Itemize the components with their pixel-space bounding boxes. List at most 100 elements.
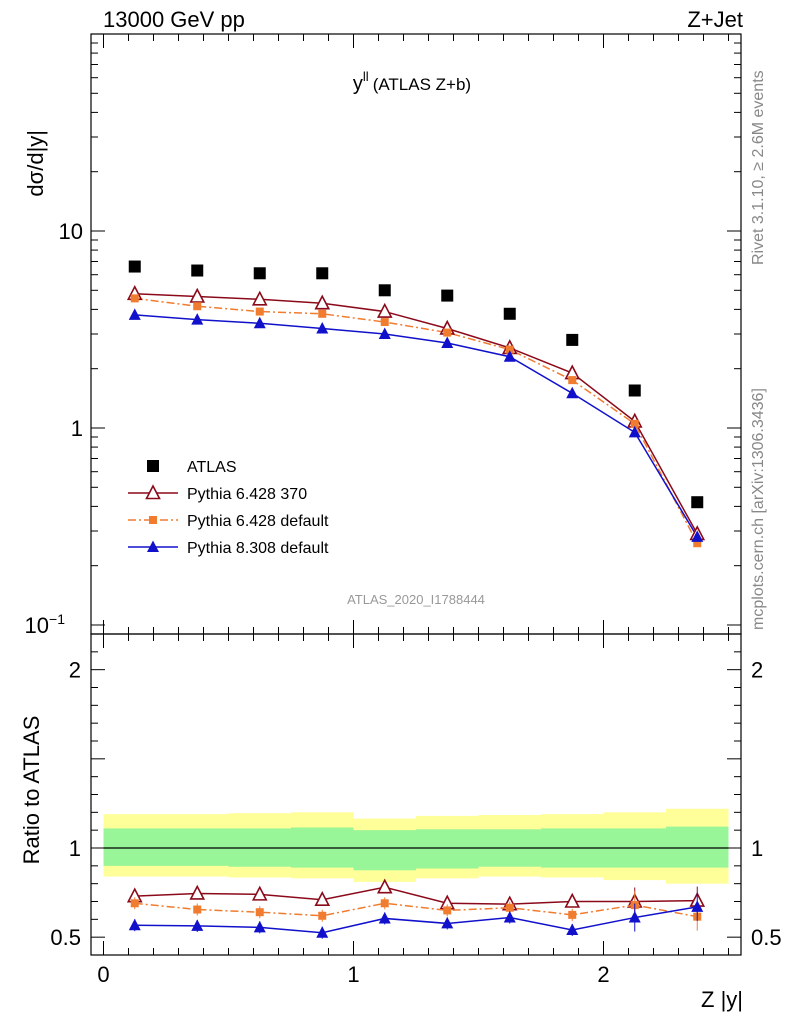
ratio-y-tick-label-left: 2 <box>69 658 81 683</box>
y-tick-label: 10 <box>59 219 83 244</box>
point-s0-8 <box>628 384 641 397</box>
xlabel: Z |y| <box>701 987 743 1012</box>
point-s2-4 <box>380 318 389 327</box>
ratio-point-1-3 <box>318 911 327 920</box>
legend-marker-3 <box>147 540 159 552</box>
lower-ylabel: Ratio to ATLAS <box>19 716 44 865</box>
upper-ylabel: dσ/d|y| <box>23 130 48 197</box>
upper-axes: 10 1 10−1 <box>25 33 742 638</box>
point-s3-2 <box>253 316 266 329</box>
ratio-point-1-7 <box>568 910 577 919</box>
legend-label-3: Pythia 8.308 default <box>187 540 329 557</box>
ratio-point-2-7 <box>566 923 579 936</box>
ratio-band-inner <box>166 828 229 866</box>
point-s3-0 <box>128 308 141 320</box>
ratio-point-2-5 <box>441 916 454 929</box>
legend-marker-1 <box>145 484 161 500</box>
legend-label-0: ATLAS <box>187 459 237 476</box>
ratio-band-inner <box>353 830 416 871</box>
point-s0-0 <box>128 260 141 273</box>
ratio-point-2-6 <box>503 911 516 923</box>
ratio-point-2-2 <box>253 920 266 933</box>
title-sup: ll <box>363 69 369 84</box>
upper-panel: 10 1 10−1 dσ/d|y| yll (ATLAS Z+b) ATLAS_202… <box>23 33 742 638</box>
point-s3-4 <box>378 327 391 339</box>
ratio-point-0-4 <box>376 878 393 894</box>
ratio-point-1-0 <box>130 899 139 908</box>
y-tick-base: 1 <box>71 416 83 441</box>
legend-marker-2 <box>149 516 157 524</box>
point-s3-5 <box>441 336 454 349</box>
series-line-2 <box>134 297 698 544</box>
ratio-band-inner <box>666 826 729 868</box>
point-s3-9 <box>691 530 704 542</box>
y-tick-base: 10 <box>59 219 83 244</box>
upper-marks <box>126 260 706 548</box>
y-tick-label: 1 <box>71 416 83 441</box>
point-s1-1 <box>189 287 206 303</box>
legend-label-2: Pythia 6.428 default <box>187 513 329 530</box>
series-line-1 <box>134 293 698 535</box>
mcplots-label: mcplots.cern.ch [arXiv:1306.3436] <box>750 388 767 630</box>
ratio-y-tick-label-left: 0.5 <box>50 925 81 950</box>
lower-marks <box>103 808 729 939</box>
ratio-point-0-3 <box>314 890 331 907</box>
ratio-band-inner <box>103 828 166 866</box>
x-tick-label: 1 <box>347 962 359 987</box>
legend-marker-0 <box>147 460 159 472</box>
ratio-point-1-4 <box>380 899 389 908</box>
point-s0-9 <box>691 496 704 509</box>
ratio-point-2-9 <box>691 900 704 912</box>
ratio-point-2-0 <box>128 918 141 931</box>
point-s3-6 <box>503 350 516 362</box>
point-s2-6 <box>505 345 514 354</box>
point-s1-2 <box>251 290 268 306</box>
x-tick-label: 2 <box>597 962 609 987</box>
ratio-line-2 <box>134 906 698 934</box>
point-s0-6 <box>503 307 516 320</box>
point-s0-4 <box>378 284 391 297</box>
series-line-3 <box>134 314 698 538</box>
watermark: ATLAS_2020_I1788444 <box>347 592 485 607</box>
point-s0-7 <box>566 333 579 346</box>
title-main: y <box>353 73 363 95</box>
point-s3-8 <box>628 425 641 438</box>
ratio-point-0-7 <box>564 892 581 908</box>
point-s0-5 <box>441 289 454 302</box>
ratio-point-2-1 <box>191 919 204 931</box>
ratio-point-2-4 <box>378 911 391 924</box>
header-right: Z+Jet <box>687 7 743 32</box>
ratio-point-1-2 <box>255 908 264 917</box>
point-s1-3 <box>314 294 331 310</box>
point-s2-1 <box>193 302 202 311</box>
point-s1-4 <box>376 302 393 318</box>
ratio-point-1-5 <box>443 906 452 915</box>
ratio-y-tick-label-right: 1 <box>751 836 763 861</box>
point-s2-5 <box>443 328 452 337</box>
point-s0-2 <box>253 267 266 280</box>
point-s2-7 <box>568 376 577 385</box>
ratio-point-0-2 <box>251 885 268 901</box>
legend-label-1: Pythia 6.428 370 <box>187 486 307 503</box>
rivet-label: Rivet 3.1.10, ≥ 2.6M events <box>750 70 767 265</box>
point-s3-1 <box>191 313 204 325</box>
point-s2-9 <box>693 539 702 548</box>
lower-axes: 0 1 2 2 2 1 1 0.5 0.5 <box>50 633 782 987</box>
legend: ATLAS Pythia 6.428 370 Pythia 6.428 defaul… <box>128 459 329 557</box>
point-s0-1 <box>191 264 204 277</box>
y-tick-label: 10−1 <box>25 611 66 638</box>
point-s2-8 <box>630 419 639 428</box>
upper-title: yll (ATLAS Z+b) <box>353 69 471 95</box>
point-s0-3 <box>316 267 329 280</box>
ratio-point-2-8 <box>628 911 641 923</box>
ratio-line-0 <box>134 886 698 905</box>
ratio-y-tick-label-right: 0.5 <box>751 925 782 950</box>
ratio-point-1-6 <box>505 903 514 912</box>
point-s2-2 <box>255 307 264 316</box>
x-tick-label: 0 <box>97 962 109 987</box>
ratio-point-0-1 <box>189 884 206 900</box>
point-s3-7 <box>566 386 579 399</box>
lower-panel: 0 1 2 2 2 1 1 0.5 0.5 Ratio to ATLAS Z |y| <box>19 633 782 1012</box>
